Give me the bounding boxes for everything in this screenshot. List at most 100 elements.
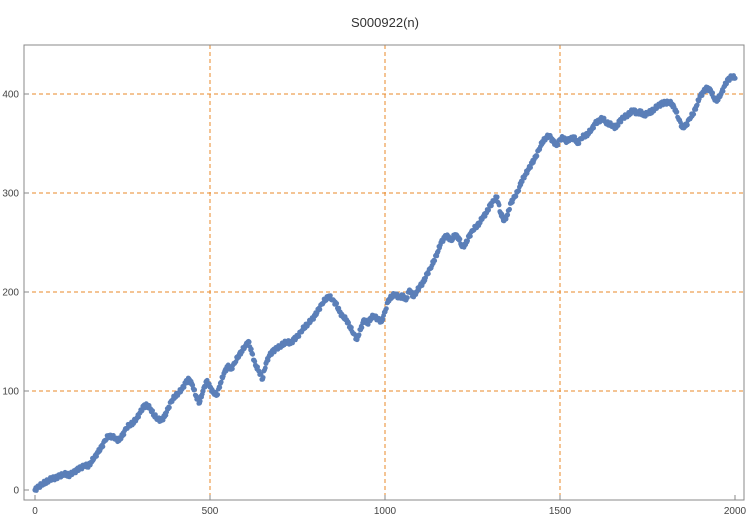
data-point-fill: [513, 193, 519, 199]
x-tick-label-2000: 2000: [724, 506, 747, 517]
data-point-fill: [255, 368, 261, 373]
data-point-fill: [215, 392, 221, 397]
data-point-fill: [133, 418, 139, 424]
data-point-fill: [493, 195, 499, 201]
data-point-fill: [314, 310, 320, 316]
data-point-fill: [486, 207, 491, 213]
plot-frame: [23, 44, 745, 501]
y-tick-label-400: 400: [2, 90, 19, 101]
tick-labels: 0 500 1000 1500 2000 0 100 200 300 400: [2, 90, 746, 517]
data-point-fill: [262, 365, 268, 371]
data-point-fill: [528, 165, 533, 170]
data-point-fill: [246, 339, 252, 345]
data-point-fill: [724, 81, 729, 87]
data-point-fill: [717, 94, 723, 99]
data-point-fill: [720, 88, 726, 94]
y-tick-label-100: 100: [2, 387, 19, 398]
data-point-fill: [534, 153, 540, 159]
x-tick-label-1500: 1500: [549, 506, 572, 517]
data-point-fill: [181, 384, 187, 390]
data-point-fill: [674, 109, 680, 115]
axes: [23, 44, 745, 501]
data-point-fill: [696, 96, 702, 102]
data-point-fill: [519, 179, 525, 185]
data-point-fill: [97, 448, 103, 453]
data-point-fill: [440, 239, 446, 244]
x-tick-label-500: 500: [202, 506, 219, 517]
data-point-fill: [668, 98, 673, 104]
data-point-fill: [359, 325, 365, 330]
data-point-fill: [468, 233, 473, 239]
data-point-fill: [230, 366, 235, 372]
data-point-fill: [516, 188, 522, 194]
data-point-fill: [204, 377, 210, 383]
data-point-fill: [356, 332, 362, 338]
data-point-fill: [197, 398, 203, 404]
data-point-fill: [384, 306, 389, 311]
data-point-fill: [334, 301, 340, 306]
data-point-fill: [671, 104, 677, 110]
data-point-fill: [710, 90, 715, 96]
data-point-fill: [521, 175, 527, 181]
data-point-fill: [504, 213, 510, 219]
data-point-fill: [192, 387, 198, 393]
data-point-fill: [380, 317, 386, 322]
data-point-fill: [252, 359, 258, 364]
data-point-fill: [250, 351, 256, 357]
data-point-fill: [423, 275, 428, 281]
data-point-fill: [693, 107, 699, 112]
data-point-fill: [691, 111, 697, 117]
data-point-fill: [349, 325, 354, 330]
data-point-fill: [555, 142, 561, 148]
data-point-fill: [94, 453, 99, 459]
data-point-fill: [685, 122, 690, 128]
data-point-fill: [346, 320, 351, 326]
data-point-fill: [707, 86, 713, 91]
data-point-fill: [572, 134, 578, 140]
data-point-fill: [121, 432, 127, 438]
data-point-fill: [311, 316, 316, 322]
data-point-fill: [507, 206, 512, 212]
data-point-fill: [432, 258, 438, 264]
data-point-fill: [265, 357, 271, 363]
data-point-fill: [699, 93, 705, 98]
y-tick-label-200: 200: [2, 288, 19, 299]
data-point-fill: [100, 444, 106, 449]
data-point-fill: [731, 75, 737, 81]
data-point-fill: [218, 379, 224, 385]
data-point-fill: [576, 141, 582, 146]
y-tick-label-0: 0: [13, 486, 19, 497]
data-point-fill: [588, 129, 594, 134]
data-point-fill: [260, 375, 266, 380]
data-point-fill: [426, 271, 431, 277]
data-point-fill: [499, 211, 505, 217]
x-tick-label-1000: 1000: [374, 506, 397, 517]
data-point-fill: [241, 346, 247, 352]
data-point-fill: [419, 283, 425, 288]
data-point-fill: [167, 405, 172, 410]
data-point-fill: [248, 346, 254, 352]
data-point-fill: [118, 436, 124, 442]
data-point-fill: [328, 293, 333, 298]
data-point-fill: [434, 253, 440, 259]
data-point-fill: [525, 168, 531, 173]
data-point-fill: [160, 417, 166, 423]
grid-lines: [25, 45, 745, 500]
data-point-fill: [217, 385, 223, 390]
data-point-fill: [290, 340, 295, 346]
data-point-fill: [465, 238, 470, 244]
y-tick-label-300: 300: [2, 189, 19, 200]
data-point-fill: [336, 305, 342, 311]
data-point-fill: [220, 373, 226, 379]
data-point-fill: [457, 236, 463, 242]
data-point-fill: [150, 408, 156, 414]
data-point-fill: [296, 334, 302, 339]
data-point-fill: [365, 322, 371, 327]
data-point-fill: [694, 102, 700, 108]
data-point-fill: [199, 391, 205, 397]
data-point-fill: [496, 202, 502, 208]
data-point-fill: [437, 242, 443, 248]
chart-title: S000922(n): [351, 15, 419, 30]
data-point-fill: [317, 307, 323, 312]
